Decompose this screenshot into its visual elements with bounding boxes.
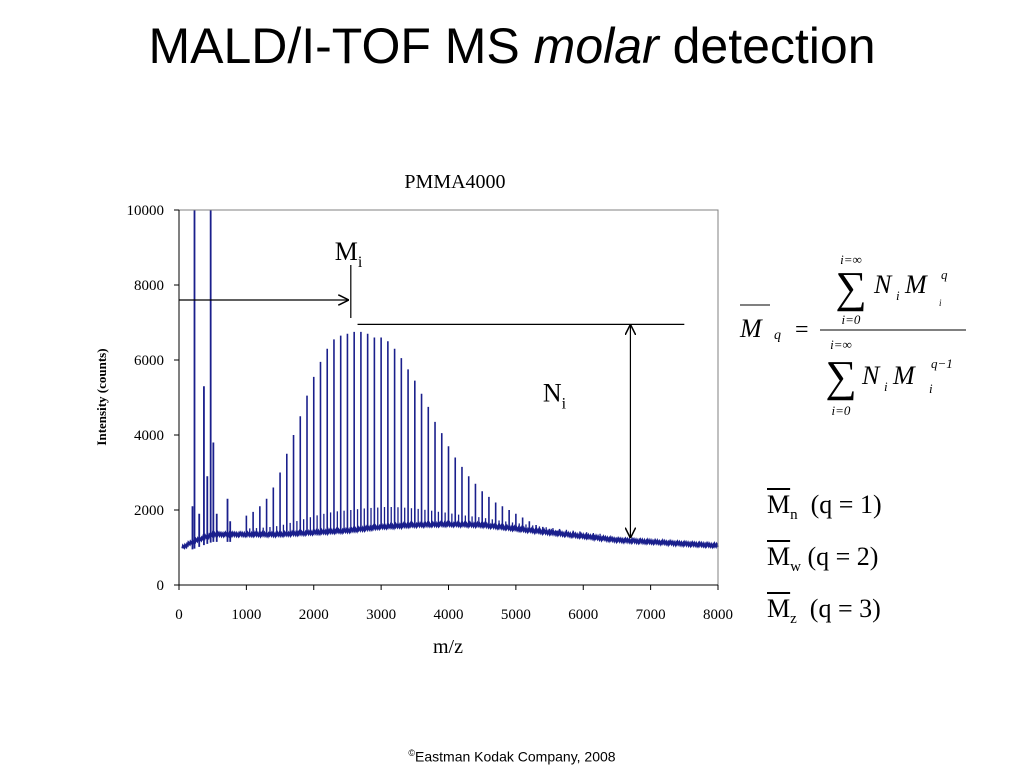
moment-var: M bbox=[767, 594, 791, 624]
num-sum-lower: i=0 bbox=[842, 312, 861, 327]
chart-title: PMMA4000 bbox=[404, 171, 505, 193]
axes: 0 1000 2000 3000 4000 5000 6000 7000 8000 0 2000 40… bbox=[127, 203, 734, 623]
x-tick-label: 7000 bbox=[636, 607, 666, 623]
moment-var: M bbox=[767, 490, 791, 519]
moment-sub: z bbox=[790, 611, 797, 628]
x-tick-label: 0 bbox=[175, 607, 183, 623]
x-axis-label: m/z bbox=[433, 636, 463, 658]
lhs-sub: q bbox=[774, 328, 781, 343]
moment-equation: M q = i=∞ ∑ i=0 N i M q i i=∞ ∑ i=0 N i … bbox=[739, 252, 966, 418]
moment-sub: n bbox=[790, 507, 798, 524]
y-tick-label: 0 bbox=[157, 578, 165, 594]
mi-label: Mi bbox=[335, 237, 363, 271]
den-sum-symbol: ∑ bbox=[825, 352, 856, 401]
x-tick-label: 3000 bbox=[366, 607, 396, 623]
x-tick-label: 6000 bbox=[568, 607, 598, 623]
title-text-post: detection bbox=[658, 18, 876, 74]
x-tick-label: 8000 bbox=[703, 607, 733, 623]
den-M-sup: q−1 bbox=[931, 356, 953, 371]
equals-sign: = bbox=[795, 317, 809, 343]
den-N: N bbox=[861, 361, 881, 390]
den-sum-upper: i=∞ bbox=[830, 337, 852, 352]
x-tick-label: 5000 bbox=[501, 607, 531, 623]
y-axis-label: Intensity (counts) bbox=[94, 348, 109, 445]
den-M-sub: i bbox=[929, 381, 933, 396]
y-tick-label: 2000 bbox=[134, 503, 164, 519]
den-N-sub: i bbox=[884, 379, 888, 394]
moment-cond: (q = 1) bbox=[810, 490, 882, 519]
moment-item: Mw (q = 2) bbox=[767, 536, 882, 588]
moment-list: Mn (q = 1) Mw (q = 2) Mz (q = 3) bbox=[767, 484, 882, 641]
num-N: N bbox=[873, 270, 893, 299]
moment-item: Mz (q = 3) bbox=[767, 588, 882, 640]
title-text-pre: MALD/I-TOF MS bbox=[148, 18, 534, 74]
title-text-emphasis: molar bbox=[533, 18, 659, 74]
annotations: Mi Ni bbox=[179, 237, 685, 539]
y-tick-label: 10000 bbox=[127, 203, 165, 219]
y-tick-label: 6000 bbox=[134, 353, 164, 369]
num-sum-symbol: ∑ bbox=[835, 263, 866, 312]
y-tick-label: 4000 bbox=[134, 428, 164, 444]
copyright-text: Eastman Kodak Company, 2008 bbox=[415, 748, 616, 765]
x-tick-label: 2000 bbox=[299, 607, 329, 623]
plot-area bbox=[181, 210, 719, 550]
ni-label: Ni bbox=[543, 378, 567, 412]
y-tick-label: 8000 bbox=[134, 278, 164, 294]
moment-cond: (q = 3) bbox=[809, 594, 881, 624]
num-M-sub: i bbox=[939, 298, 942, 308]
num-M-sup: q bbox=[941, 267, 948, 282]
moment-cond: (q = 2) bbox=[807, 542, 879, 572]
copyright-footer: ©Eastman Kodak Company, 2008 bbox=[0, 748, 1024, 765]
x-tick-label: 1000 bbox=[231, 607, 261, 623]
num-sum-upper: i=∞ bbox=[840, 252, 862, 267]
num-M: M bbox=[904, 270, 928, 299]
moment-sub: w bbox=[790, 559, 801, 576]
num-N-sub: i bbox=[896, 288, 900, 303]
copyright-symbol: © bbox=[408, 748, 416, 758]
moment-var: M bbox=[767, 542, 791, 572]
x-tick-label: 4000 bbox=[434, 607, 464, 623]
den-M: M bbox=[892, 361, 916, 390]
den-sum-lower: i=0 bbox=[832, 403, 851, 418]
lhs-var: M bbox=[739, 314, 763, 343]
spectrum-baseline bbox=[181, 520, 719, 550]
slide-title: MALD/I-TOF MS molar detection bbox=[0, 14, 1024, 78]
moment-item: Mn (q = 1) bbox=[767, 484, 882, 536]
